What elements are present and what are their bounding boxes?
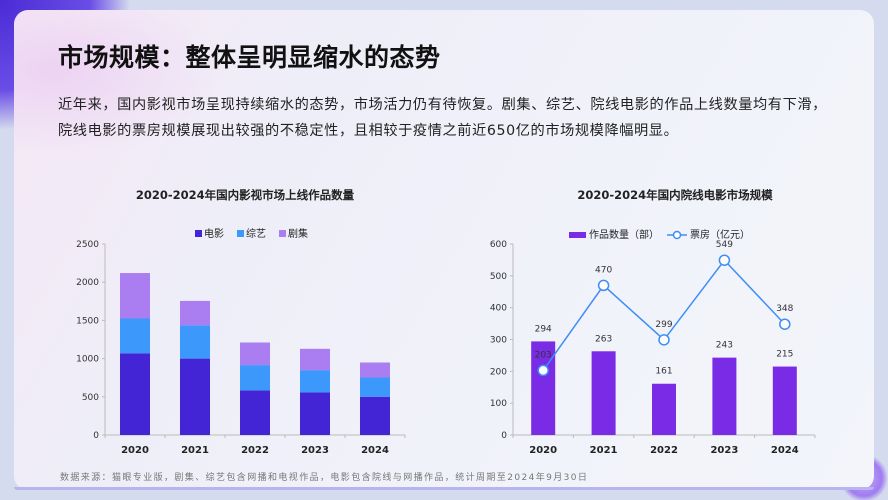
data-label: 161 <box>655 367 672 377</box>
line-point <box>597 279 610 292</box>
y-tick-label: 1000 <box>76 355 99 365</box>
bar-剧集 <box>300 348 330 371</box>
legend-label: 电影 <box>204 227 224 240</box>
y-tick-label: 300 <box>490 336 507 346</box>
y-tick-label: 200 <box>490 367 507 377</box>
y-tick-label: 600 <box>490 240 507 250</box>
bar-综艺 <box>240 365 270 391</box>
legend-swatch <box>569 232 586 238</box>
y-tick-label: 500 <box>490 272 507 282</box>
legend-swatch <box>237 230 244 237</box>
data-label: 294 <box>535 324 552 334</box>
y-tick-label: 0 <box>93 431 99 441</box>
bar-剧集 <box>360 362 390 378</box>
bar-综艺 <box>180 325 210 359</box>
bar-电影 <box>120 353 150 435</box>
x-tick-label: 2020 <box>529 445 557 456</box>
footnote: 数据来源：猫眼专业版，剧集、综艺包含网播和电视作品，电影包含院线与网播作品，统计… <box>60 473 589 483</box>
bar-剧集 <box>120 273 150 319</box>
chart-title: 2020-2024年国内影视市场上线作品数量 <box>136 188 355 202</box>
y-tick-label: 100 <box>490 399 507 409</box>
x-tick-label: 2024 <box>771 445 799 456</box>
chart-title: 2020-2024年国内院线电影市场规模 <box>577 188 773 202</box>
data-label: 549 <box>716 240 733 250</box>
legend-label: 剧集 <box>288 227 308 240</box>
line-point <box>537 364 549 377</box>
y-tick-label: 400 <box>490 304 507 314</box>
y-tick-label: 1500 <box>76 316 99 326</box>
slide-card: 市场规模：整体呈明显缩水的态势 近年来，国内影视市场呈现持续缩水的态势，市场活力… <box>14 10 874 490</box>
bar-电影 <box>360 396 390 435</box>
y-tick-label: 500 <box>82 393 99 403</box>
x-tick-label: 2024 <box>361 445 389 456</box>
data-label: 243 <box>716 341 733 351</box>
data-label: 263 <box>595 334 612 344</box>
x-tick-label: 2022 <box>650 445 678 456</box>
bar-剧集 <box>240 342 270 366</box>
bar-综艺 <box>300 370 330 393</box>
bar-剧集 <box>180 300 210 326</box>
legend-label: 综艺 <box>246 227 266 240</box>
legend-label: 票房（亿元） <box>690 228 750 241</box>
x-tick-label: 2023 <box>710 445 738 456</box>
y-tick-label: 2500 <box>76 240 99 250</box>
y-tick-label: 0 <box>501 431 507 441</box>
line-point <box>658 334 670 346</box>
legend-swatch <box>195 230 202 237</box>
data-label: 470 <box>595 265 612 275</box>
bar-电影 <box>300 392 330 435</box>
bar-film-count <box>531 341 556 435</box>
summary-text: 近年来，国内影视市场呈现持续缩水的态势，市场活力仍有待恢复。剧集、综艺、院线电影… <box>58 97 827 139</box>
x-tick-label: 2022 <box>241 445 269 456</box>
x-tick-label: 2021 <box>181 445 209 456</box>
bar-film-count <box>712 357 737 435</box>
line-box-office <box>542 259 786 371</box>
line-point <box>779 318 791 330</box>
page-title: 市场规模：整体呈明显缩水的态势 <box>58 43 441 72</box>
bar-综艺 <box>120 318 150 354</box>
line-point <box>718 254 731 266</box>
y-tick-label: 2000 <box>76 278 99 288</box>
x-tick-label: 2021 <box>590 445 618 456</box>
bar-电影 <box>180 358 210 435</box>
legend-swatch <box>279 230 286 237</box>
bar-film-count <box>652 383 676 435</box>
x-tick-label: 2023 <box>301 445 329 456</box>
legend-marker <box>672 230 682 240</box>
bar-电影 <box>240 390 270 435</box>
data-label: 348 <box>776 304 793 314</box>
legend-label: 作品数量（部） <box>589 228 659 241</box>
data-label: 299 <box>655 320 672 330</box>
data-label: 203 <box>535 350 552 360</box>
bar-综艺 <box>360 377 390 397</box>
bar-film-count <box>772 366 797 435</box>
divider <box>14 487 874 490</box>
data-label: 215 <box>776 350 793 360</box>
bar-film-count <box>591 351 616 435</box>
x-tick-label: 2020 <box>121 445 149 456</box>
